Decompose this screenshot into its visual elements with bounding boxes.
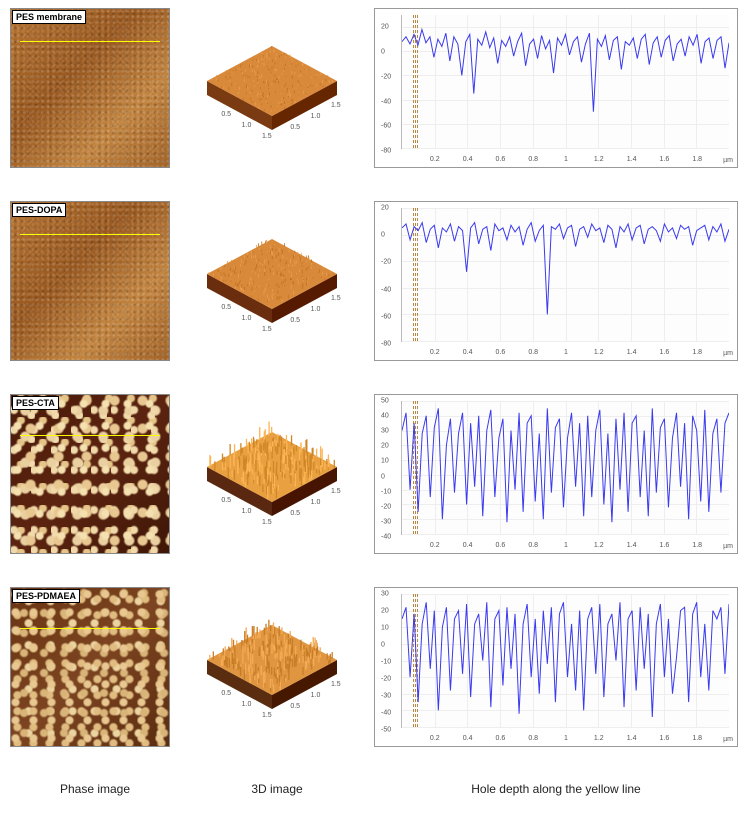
svg-text:1.5: 1.5 [331, 102, 341, 109]
svg-text:1.0: 1.0 [311, 499, 321, 506]
svg-text:1.5: 1.5 [331, 681, 341, 688]
phase-image: PES membrane [10, 8, 170, 168]
sample-label: PES-CTA [12, 396, 59, 410]
phase-image: PES-PDMAEA [10, 587, 170, 747]
svg-text:1.0: 1.0 [242, 507, 252, 514]
svg-text:0.5: 0.5 [290, 317, 300, 324]
svg-text:0.5: 0.5 [290, 703, 300, 710]
svg-text:1.5: 1.5 [331, 295, 341, 302]
sample-label: PES membrane [12, 10, 86, 24]
phase-image-cell: PES membrane [10, 8, 180, 193]
surface-3d-cell: 0.5 0.5 1.0 1.0 1.5 1.5 [192, 201, 362, 386]
depth-chart-cell: -50-40-30-20-1001020300.20.40.60.811.21.… [374, 587, 738, 772]
depth-chart: -40-30-20-10010203040500.20.40.60.811.21… [374, 394, 738, 554]
phase-image: PES-CTA [10, 394, 170, 554]
depth-chart: -50-40-30-20-1001020300.20.40.60.811.21.… [374, 587, 738, 747]
surface-3d-cell: 0.5 0.5 1.0 1.0 1.5 1.5 [192, 8, 362, 193]
surface-3d-cell: 0.5 0.5 1.0 1.0 1.5 1.5 [192, 394, 362, 579]
svg-text:1.0: 1.0 [311, 113, 321, 120]
svg-text:1.0: 1.0 [242, 121, 252, 128]
phase-image-cell: PES-CTA [10, 394, 180, 579]
svg-text:0.5: 0.5 [290, 510, 300, 517]
svg-text:0.5: 0.5 [221, 496, 231, 503]
svg-text:1.5: 1.5 [262, 518, 272, 525]
depth-chart-cell: -40-30-20-10010203040500.20.40.60.811.21… [374, 394, 738, 579]
svg-text:1.0: 1.0 [242, 700, 252, 707]
yellow-scan-line [20, 41, 159, 43]
depth-chart-cell: -80-60-40-200200.20.40.60.811.21.41.61.8… [374, 8, 738, 193]
phase-image-cell: PES-PDMAEA [10, 587, 180, 772]
svg-text:1.5: 1.5 [262, 132, 272, 139]
svg-text:1.0: 1.0 [242, 314, 252, 321]
svg-text:1.5: 1.5 [262, 325, 272, 332]
svg-text:0.5: 0.5 [221, 689, 231, 696]
svg-text:0.5: 0.5 [290, 124, 300, 131]
depth-chart: -80-60-40-200200.20.40.60.811.21.41.61.8… [374, 201, 738, 361]
column-caption: Hole depth along the yellow line [374, 780, 738, 796]
svg-text:1.5: 1.5 [331, 488, 341, 495]
depth-chart-cell: -80-60-40-200200.20.40.60.811.21.41.61.8… [374, 201, 738, 386]
svg-text:0.5: 0.5 [221, 110, 231, 117]
svg-text:1.0: 1.0 [311, 306, 321, 313]
svg-text:1.5: 1.5 [262, 711, 272, 718]
column-caption: 3D image [192, 780, 362, 796]
column-caption: Phase image [10, 780, 180, 796]
svg-text:0.5: 0.5 [221, 303, 231, 310]
phase-image-cell: PES-DOPA [10, 201, 180, 386]
depth-chart: -80-60-40-200200.20.40.60.811.21.41.61.8… [374, 8, 738, 168]
yellow-scan-line [20, 435, 159, 437]
yellow-scan-line [20, 234, 159, 236]
svg-text:1.0: 1.0 [311, 692, 321, 699]
surface-3d-cell: 0.5 0.5 1.0 1.0 1.5 1.5 [192, 587, 362, 772]
sample-label: PES-DOPA [12, 203, 66, 217]
phase-image: PES-DOPA [10, 201, 170, 361]
sample-label: PES-PDMAEA [12, 589, 80, 603]
yellow-scan-line [20, 628, 159, 630]
